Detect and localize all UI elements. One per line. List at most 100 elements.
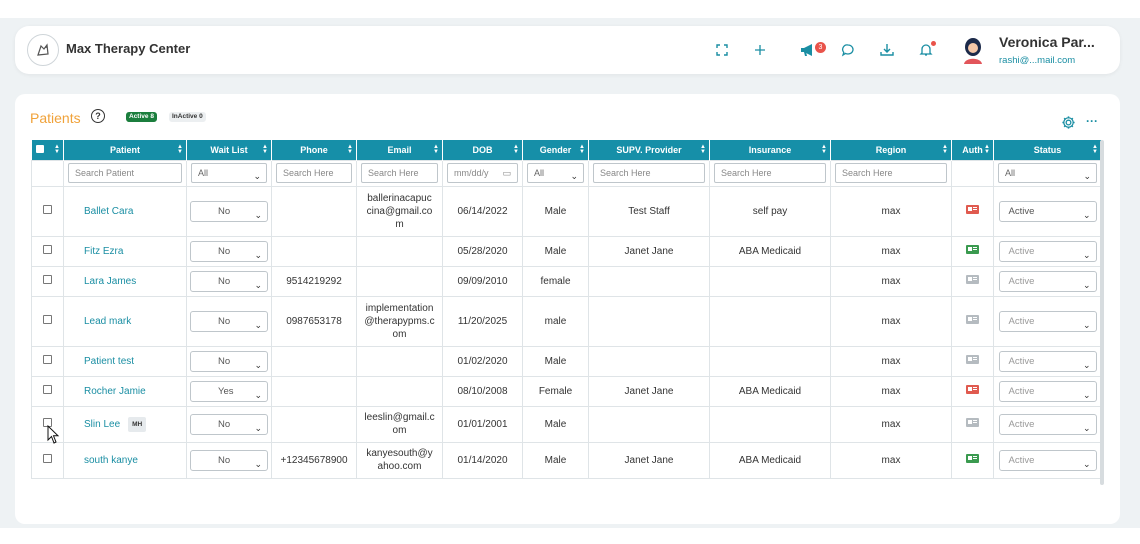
wait-list-select[interactable]: No ⌄	[190, 413, 268, 435]
column-header-supv-provider[interactable]: SUPV. Provider ▲ ▼	[588, 140, 710, 160]
table-row[interactable]: south kanye No ⌄ +12345678900 kanyesouth@y a…	[31, 441, 1102, 479]
wait-list-select[interactable]: No ⌄	[190, 270, 268, 292]
row-checkbox[interactable]	[43, 314, 52, 324]
row-checkbox[interactable]	[43, 244, 52, 254]
column-header-phone[interactable]: Phone ▲ ▼	[271, 140, 357, 160]
wait-list-filter-select[interactable]: All ⌄	[191, 163, 267, 183]
status-select[interactable]: Active ⌄	[998, 270, 1097, 292]
avatar[interactable]	[961, 36, 985, 64]
patients-table: ▲ ▼ Patient ▲ ▼ Wait List ▲ ▼ Phone ▲ ▼ Email ▲ ▼…	[31, 140, 1102, 479]
table-row[interactable]: Lead mark No ⌄ 0987653178 implementation @th…	[31, 295, 1102, 347]
more-options-icon[interactable]: ···	[1086, 114, 1098, 128]
download-icon[interactable]	[877, 40, 897, 60]
auth-card-icon[interactable]	[966, 204, 979, 214]
table-row[interactable]: Rocher Jamie Yes ⌄ 08/10/2008 Female Janet Ja…	[31, 375, 1102, 407]
column-header-email[interactable]: Email ▲ ▼	[356, 140, 443, 160]
select-all-header[interactable]: ▲ ▼	[31, 140, 64, 160]
patient-name-link[interactable]: Ballet Cara	[84, 205, 134, 217]
status-select[interactable]: Active ⌄	[998, 413, 1097, 435]
bell-icon[interactable]	[916, 40, 936, 60]
wait-list-select[interactable]: No ⌄	[190, 200, 268, 222]
patient-name-link[interactable]: Lara James	[84, 275, 137, 287]
row-checkbox[interactable]	[43, 354, 52, 364]
wait-list-select[interactable]: No ⌄	[190, 449, 268, 471]
wait-list-select[interactable]: No ⌄	[190, 240, 268, 262]
column-header-region[interactable]: Region ▲ ▼	[830, 140, 952, 160]
auth-card-icon[interactable]	[966, 274, 979, 284]
active-count-badge[interactable]: Active 8	[126, 112, 157, 122]
region-cell: max	[830, 441, 952, 479]
settings-gear-icon[interactable]	[1061, 115, 1076, 135]
table-row[interactable]: Ballet Cara No ⌄ ballerinacapuc cina@gmail.…	[31, 185, 1102, 237]
table-row[interactable]: Lara James No ⌄ 9514219292 09/09/2010 female m…	[31, 265, 1102, 297]
column-header-insurance[interactable]: Insurance ▲ ▼	[709, 140, 831, 160]
sort-icon[interactable]: ▲ ▼	[54, 144, 60, 155]
bell-dot	[931, 41, 936, 46]
patient-name-link[interactable]: Patient test	[84, 355, 135, 367]
gender-cell: male	[522, 295, 589, 347]
status-select[interactable]: Active ⌄	[998, 449, 1097, 471]
status-select[interactable]: Active ⌄	[998, 350, 1097, 372]
table-row[interactable]: Slin Lee MH No ⌄ leeslin@gmail.c om 01/01/200…	[31, 405, 1102, 443]
column-header-wait-list[interactable]: Wait List ▲ ▼	[186, 140, 272, 160]
column-header-gender[interactable]: Gender ▲ ▼	[522, 140, 589, 160]
logo-icon	[37, 43, 49, 56]
patient-name-link[interactable]: Fitz Ezra	[84, 245, 124, 257]
column-header-status[interactable]: Status ▲ ▼	[993, 140, 1102, 160]
supv-provider-cell: Janet Jane	[588, 375, 710, 407]
gender-filter-select[interactable]: All ⌄	[527, 163, 584, 183]
region-search-input[interactable]: Search Here	[835, 163, 947, 183]
sort-icon: ▲ ▼	[942, 144, 948, 155]
chat-icon[interactable]	[838, 40, 858, 60]
sort-icon: ▲ ▼	[821, 144, 827, 155]
page-title: Patients	[30, 110, 81, 126]
auth-card-icon[interactable]	[966, 453, 979, 463]
supv-provider-search-input[interactable]: Search Here	[593, 163, 705, 183]
column-header-dob[interactable]: DOB ▲ ▼	[442, 140, 523, 160]
patient-search-input[interactable]: Search Patient	[68, 163, 182, 183]
logo[interactable]	[27, 34, 59, 66]
patient-name-link[interactable]: Rocher Jamie	[84, 385, 146, 397]
wait-list-select[interactable]: Yes ⌄	[190, 380, 268, 402]
status-select[interactable]: Active ⌄	[998, 240, 1097, 262]
fullscreen-icon[interactable]	[712, 40, 732, 60]
row-checkbox[interactable]	[43, 384, 52, 394]
plus-icon[interactable]	[750, 40, 770, 60]
column-header-patient[interactable]: Patient ▲ ▼	[63, 140, 187, 160]
email-cell	[356, 375, 443, 407]
wait-list-select[interactable]: No ⌄	[190, 310, 268, 332]
help-icon[interactable]: ?	[91, 109, 105, 123]
insurance-search-input[interactable]: Search Here	[714, 163, 826, 183]
status-select[interactable]: Active ⌄	[998, 310, 1097, 332]
select-all-checkbox[interactable]	[35, 145, 44, 153]
row-checkbox[interactable]	[43, 453, 52, 463]
top-bar: Max Therapy Center 3 Veronica Par... ras…	[15, 26, 1120, 74]
auth-card-icon[interactable]	[966, 417, 979, 427]
email-search-input[interactable]: Search Here	[361, 163, 438, 183]
status-select[interactable]: Active ⌄	[998, 200, 1097, 222]
table-row[interactable]: Fitz Ezra No ⌄ 05/28/2020 Male Janet Jane ABA …	[31, 235, 1102, 267]
patient-name-link[interactable]: south kanye	[84, 454, 138, 466]
status-filter-select[interactable]: All ⌄	[998, 163, 1097, 183]
dob-date-input[interactable]: mm/dd/y ▭	[447, 163, 518, 183]
phone-search-input[interactable]: Search Here	[276, 163, 352, 183]
patient-name-link[interactable]: Slin Lee	[84, 418, 121, 430]
user-name[interactable]: Veronica Par...	[999, 34, 1095, 50]
wait-list-select[interactable]: No ⌄	[190, 350, 268, 372]
megaphone-icon[interactable]: 3	[796, 40, 826, 60]
row-checkbox[interactable]	[43, 274, 52, 284]
auth-card-icon[interactable]	[966, 314, 979, 324]
insurance-cell	[709, 265, 831, 297]
inactive-count-badge[interactable]: InActive 0	[169, 112, 206, 122]
auth-card-icon[interactable]	[966, 384, 979, 394]
auth-card-icon[interactable]	[966, 354, 979, 364]
table-row[interactable]: Patient test No ⌄ 01/02/2020 Male max Active ⌄	[31, 345, 1102, 377]
insurance-cell: ABA Medicaid	[709, 235, 831, 267]
auth-card-icon[interactable]	[966, 244, 979, 254]
column-header-auth[interactable]: Auth ▲ ▼	[951, 140, 994, 160]
app-title: Max Therapy Center	[66, 41, 191, 56]
row-checkbox[interactable]	[43, 204, 52, 214]
table-scrollbar[interactable]	[1100, 140, 1104, 485]
patient-name-link[interactable]: Lead mark	[84, 315, 132, 327]
status-select[interactable]: Active ⌄	[998, 380, 1097, 402]
